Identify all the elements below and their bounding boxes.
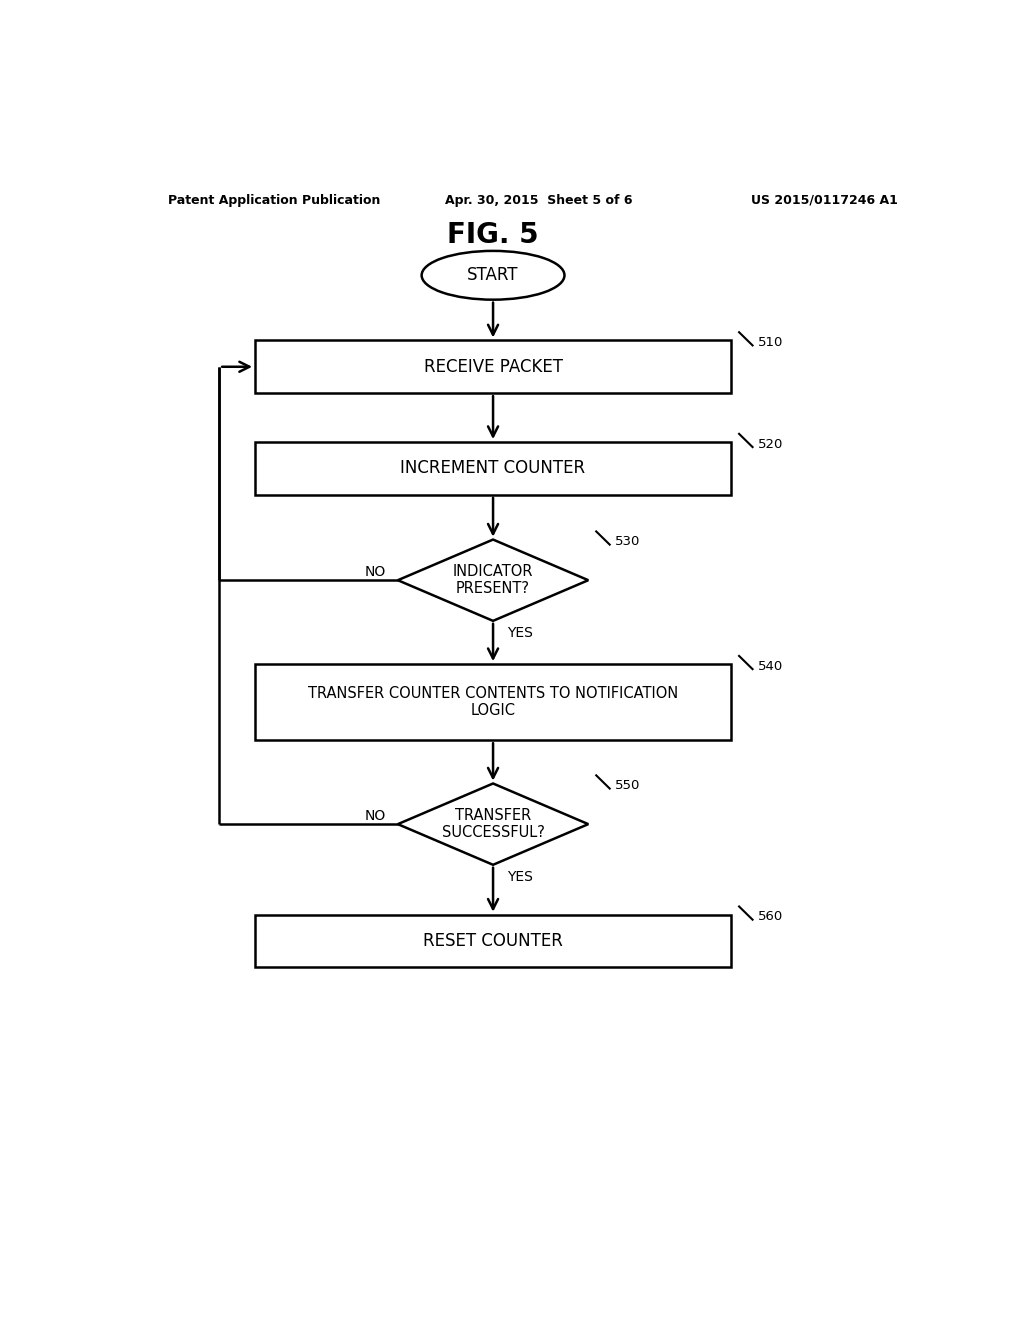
Polygon shape xyxy=(397,784,588,865)
Text: Apr. 30, 2015  Sheet 5 of 6: Apr. 30, 2015 Sheet 5 of 6 xyxy=(445,194,633,207)
Text: 530: 530 xyxy=(615,535,641,548)
Text: 520: 520 xyxy=(758,437,783,450)
Text: NO: NO xyxy=(365,809,386,822)
Text: TRANSFER COUNTER CONTENTS TO NOTIFICATION
LOGIC: TRANSFER COUNTER CONTENTS TO NOTIFICATIO… xyxy=(308,686,678,718)
Text: NO: NO xyxy=(365,565,386,579)
Bar xyxy=(255,442,731,495)
Ellipse shape xyxy=(422,251,564,300)
Text: INCREMENT COUNTER: INCREMENT COUNTER xyxy=(400,459,586,478)
Bar xyxy=(255,664,731,741)
Text: 540: 540 xyxy=(758,660,783,673)
Text: YES: YES xyxy=(507,626,534,640)
Text: YES: YES xyxy=(507,870,534,884)
Text: INDICATOR
PRESENT?: INDICATOR PRESENT? xyxy=(453,564,534,597)
Text: Patent Application Publication: Patent Application Publication xyxy=(168,194,380,207)
Bar xyxy=(255,341,731,393)
Text: START: START xyxy=(467,267,519,284)
Text: RECEIVE PACKET: RECEIVE PACKET xyxy=(424,358,562,376)
Text: RESET COUNTER: RESET COUNTER xyxy=(423,932,563,950)
Bar xyxy=(255,915,731,968)
Text: 560: 560 xyxy=(758,909,783,923)
Text: FIG. 5: FIG. 5 xyxy=(447,220,539,248)
Text: 510: 510 xyxy=(758,335,783,348)
Polygon shape xyxy=(397,540,588,620)
Text: TRANSFER
SUCCESSFUL?: TRANSFER SUCCESSFUL? xyxy=(441,808,545,841)
Text: 550: 550 xyxy=(615,779,641,792)
Text: US 2015/0117246 A1: US 2015/0117246 A1 xyxy=(751,194,898,207)
